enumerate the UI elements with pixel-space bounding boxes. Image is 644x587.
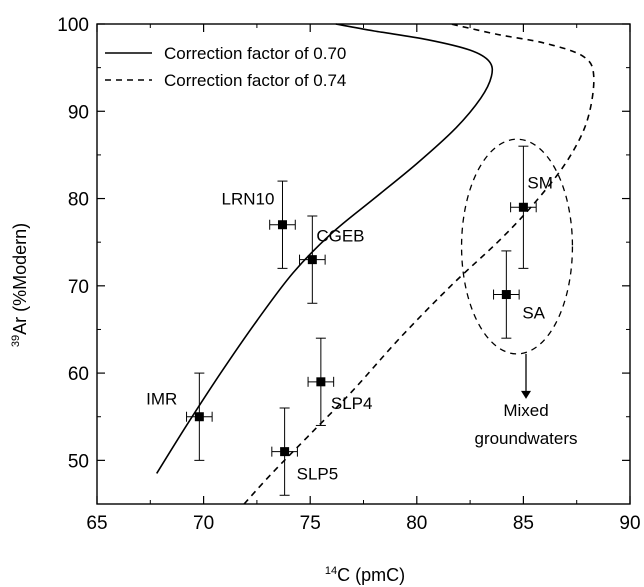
series-line-0	[156, 23, 494, 474]
data-points: LRN10 CGEB IMR SLP4 SLP5 SM SA	[146, 145, 553, 496]
data-point-cgeb	[307, 255, 317, 265]
y-tick-label: 100	[57, 15, 89, 36]
annotation-groundwaters: groundwaters	[474, 429, 577, 448]
point-label-imr: IMR	[146, 390, 177, 409]
x-tick-label: 70	[193, 513, 214, 534]
data-point-lrn10	[277, 220, 287, 230]
x-tick-label: 80	[406, 513, 427, 534]
point-label-slp4: SLP4	[331, 394, 373, 413]
point-label-cgeb: CGEB	[316, 227, 364, 246]
y-tick-label: 80	[68, 190, 89, 211]
data-point-sm	[518, 202, 528, 212]
y-axis-label: 39Ar (%Modern)	[10, 223, 30, 347]
x-tick-label: 75	[300, 513, 321, 534]
point-label-lrn10: LRN10	[222, 190, 275, 209]
legend-label-0: Correction factor of 0.70	[164, 44, 346, 63]
data-point-sa	[501, 290, 511, 300]
x-tick-label: 85	[513, 513, 534, 534]
correction-curves	[156, 23, 595, 505]
axis-ticks: 65 70 75 80 85 90 50 60 70 80 90 100	[57, 15, 640, 534]
x-tick-label: 90	[619, 513, 640, 534]
series-line-1	[243, 23, 595, 505]
data-point-slp5	[280, 447, 290, 457]
data-point-slp4	[316, 377, 326, 387]
point-label-sa: SA	[522, 304, 545, 323]
annotation-mixed: Mixed	[503, 401, 548, 420]
point-label-sm: SM	[527, 173, 553, 192]
y-tick-label: 50	[68, 451, 89, 472]
y-tick-label: 60	[68, 364, 89, 385]
x-axis-label: 14C (pmC)	[325, 565, 405, 585]
legend: Correction factor of 0.70 Correction fact…	[105, 44, 346, 90]
legend-label-1: Correction factor of 0.74	[164, 71, 346, 90]
x-tick-label: 65	[86, 513, 107, 534]
y-tick-label: 90	[68, 102, 89, 123]
annotation-arrow-head	[521, 390, 531, 399]
y-tick-label: 70	[68, 277, 89, 298]
mixed-groundwater-ellipse	[460, 138, 574, 355]
data-point-imr	[194, 412, 204, 422]
point-label-slp5: SLP5	[297, 465, 339, 484]
